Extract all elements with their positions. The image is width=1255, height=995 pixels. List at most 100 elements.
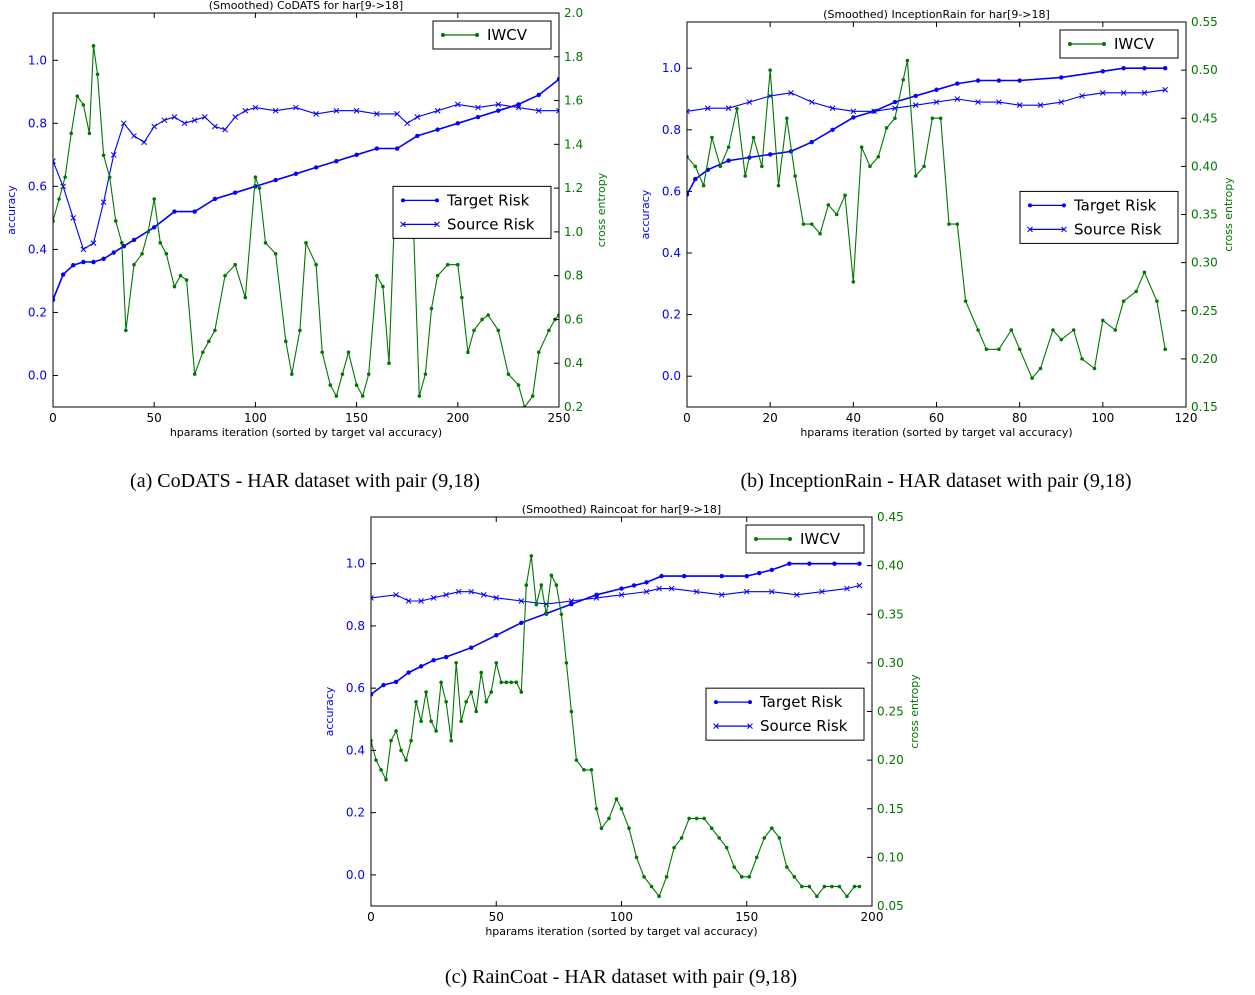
data-point <box>469 645 474 650</box>
data-point <box>549 573 554 578</box>
data-point <box>1141 89 1148 96</box>
data-point <box>884 126 889 130</box>
data-point <box>516 383 521 387</box>
data-point <box>672 845 676 850</box>
data-point <box>460 295 464 300</box>
data-point <box>996 99 1002 105</box>
data-point <box>788 89 794 96</box>
data-point <box>539 583 544 587</box>
y-right-tick-label: 0.35 <box>877 607 904 621</box>
data-point <box>263 241 268 245</box>
data-point <box>963 299 968 303</box>
data-point <box>1163 66 1168 71</box>
data-point <box>253 175 258 179</box>
x-tick-label: 20 <box>763 411 778 425</box>
data-point <box>494 661 499 665</box>
data-point <box>701 183 706 188</box>
data-point <box>257 186 262 190</box>
data-point <box>439 680 443 685</box>
data-point <box>832 561 837 566</box>
y-right-tick-label: 1.2 <box>564 181 583 195</box>
data-point <box>132 262 136 267</box>
legend-label: Source Risk <box>447 215 535 233</box>
y-right-axis-label: cross entropy <box>1222 177 1235 252</box>
data-point <box>480 591 487 598</box>
data-point <box>793 174 797 178</box>
legend-marker <box>1068 42 1072 46</box>
data-point <box>955 81 960 86</box>
data-point <box>793 591 800 598</box>
data-point <box>717 836 721 840</box>
data-point <box>901 77 906 82</box>
x-tick-label: 0 <box>367 910 375 924</box>
legend-marker <box>754 537 758 541</box>
data-point <box>172 284 177 289</box>
data-point <box>394 146 400 151</box>
legend-marker <box>1027 226 1033 233</box>
data-point <box>767 152 773 157</box>
y-left-tick-label: 0.4 <box>28 242 47 256</box>
data-point <box>826 203 831 207</box>
data-point <box>857 884 862 889</box>
data-point <box>922 164 926 169</box>
data-point <box>599 826 604 830</box>
data-point <box>314 262 318 267</box>
data-point <box>1099 89 1106 96</box>
data-point <box>101 256 106 262</box>
x-tick-label: 50 <box>147 411 162 425</box>
data-point <box>519 690 524 694</box>
data-point <box>252 104 259 111</box>
legend-label: Target Risk <box>1073 196 1157 214</box>
y-left-tick-label: 0.0 <box>28 368 47 382</box>
data-point <box>212 123 218 130</box>
figure-caption: (b) InceptionRain - HAR dataset with pai… <box>740 470 1131 492</box>
y-right-tick-label: 0.20 <box>877 753 904 767</box>
legend-marker <box>1028 203 1032 208</box>
x-tick-label: 100 <box>1091 411 1114 425</box>
data-point <box>131 237 137 243</box>
data-point <box>954 96 961 102</box>
data-point <box>201 114 208 120</box>
data-point <box>787 561 792 566</box>
data-point <box>328 383 333 387</box>
y-left-tick-label: 1.0 <box>28 53 47 67</box>
x-tick-label: 120 <box>1175 411 1198 425</box>
data-point <box>283 339 288 344</box>
data-point <box>273 251 278 256</box>
legend-marker <box>713 723 719 730</box>
y-right-tick-label: 0.40 <box>877 559 904 573</box>
data-point <box>809 139 814 145</box>
chart-panel-3: 0 50 100 150 200 0.0 0.2 0.4 0.6 0.8 1.0 0.05 0.10 0.… <box>323 503 921 988</box>
data-point <box>384 777 388 782</box>
data-point <box>938 116 943 121</box>
data-point <box>976 328 980 332</box>
data-point <box>375 273 379 278</box>
y-right-tick-label: 0.40 <box>1191 159 1218 173</box>
data-point <box>687 192 690 197</box>
legend-label: IWCV <box>800 530 841 548</box>
y-left-tick-label: 0.2 <box>662 308 681 322</box>
data-point <box>1037 102 1044 109</box>
legend-marker <box>714 700 718 705</box>
data-point <box>1017 347 1022 352</box>
data-point <box>253 184 258 189</box>
data-point <box>631 583 637 588</box>
series-source-risk <box>687 86 1169 115</box>
data-point <box>913 93 918 99</box>
x-tick-label: 200 <box>861 910 884 924</box>
data-point <box>1030 376 1034 380</box>
data-point <box>152 197 156 201</box>
data-point <box>913 174 918 178</box>
data-point <box>574 758 579 762</box>
data-point <box>124 328 128 333</box>
data-point <box>593 595 600 601</box>
data-point <box>718 164 723 169</box>
data-point <box>496 328 501 333</box>
data-point <box>475 104 481 111</box>
data-point <box>87 131 92 136</box>
data-point <box>947 222 951 226</box>
data-point <box>975 78 981 83</box>
data-point <box>556 107 559 114</box>
plot-frame <box>52 12 560 408</box>
data-point <box>424 690 428 694</box>
